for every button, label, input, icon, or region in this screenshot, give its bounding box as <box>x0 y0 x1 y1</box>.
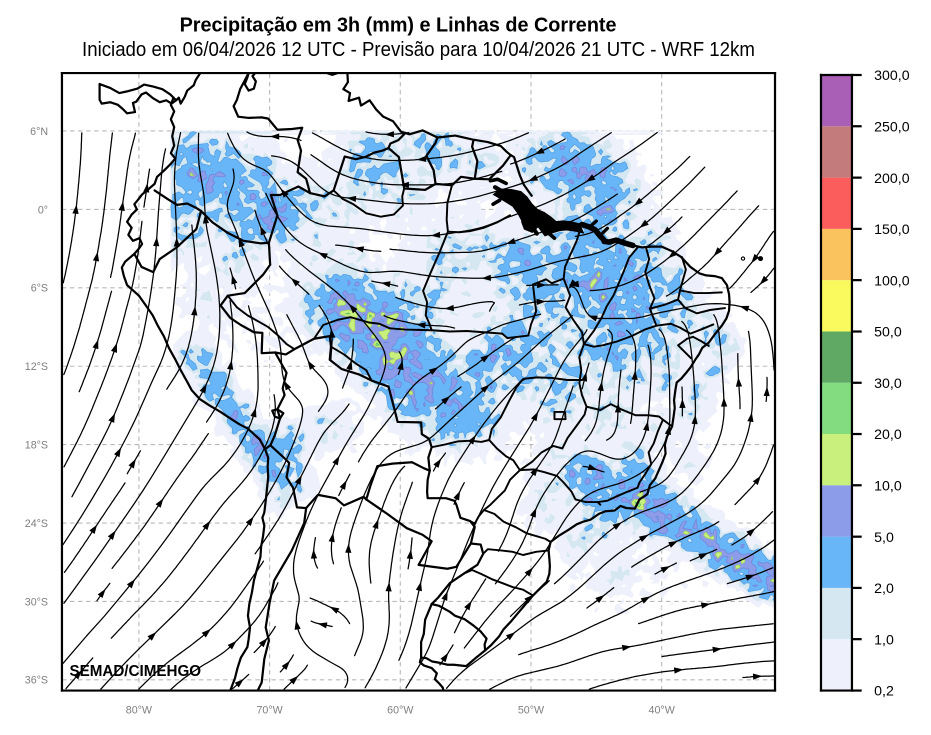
svg-text:300,0: 300,0 <box>874 68 910 84</box>
svg-text:20,0: 20,0 <box>874 427 902 443</box>
svg-text:36°S: 36°S <box>25 675 48 687</box>
svg-text:10,0: 10,0 <box>874 478 902 494</box>
svg-text:Precipitação em 3h (mm) e Linh: Precipitação em 3h (mm) e Linhas de Corr… <box>180 15 617 37</box>
svg-text:100,0: 100,0 <box>874 273 910 289</box>
svg-text:50°W: 50°W <box>518 704 545 716</box>
svg-text:2,0: 2,0 <box>874 581 894 597</box>
svg-text:60°W: 60°W <box>387 704 414 716</box>
svg-text:150,0: 150,0 <box>874 222 910 238</box>
svg-text:5,0: 5,0 <box>874 530 894 546</box>
svg-text:200,0: 200,0 <box>874 171 910 187</box>
svg-text:18°S: 18°S <box>25 439 48 451</box>
svg-text:6°N: 6°N <box>30 126 48 138</box>
svg-text:1,0: 1,0 <box>874 632 894 648</box>
svg-text:0,2: 0,2 <box>874 684 894 700</box>
svg-text:250,0: 250,0 <box>874 119 910 135</box>
svg-text:80°W: 80°W <box>126 704 153 716</box>
svg-text:SEMAD/CIMEHGO: SEMAD/CIMEHGO <box>69 663 201 680</box>
svg-text:30°S: 30°S <box>25 596 48 608</box>
svg-text:70°W: 70°W <box>256 704 283 716</box>
svg-text:40°W: 40°W <box>649 704 676 716</box>
svg-text:0°: 0° <box>38 204 48 216</box>
svg-text:6°S: 6°S <box>31 283 48 295</box>
svg-text:30,0: 30,0 <box>874 376 902 392</box>
svg-text:Iniciado em 06/04/2026 12 UTC: Iniciado em 06/04/2026 12 UTC - Previsão… <box>82 39 755 61</box>
svg-text:12°S: 12°S <box>25 361 48 373</box>
svg-text:50,0: 50,0 <box>874 325 902 341</box>
svg-text:24°S: 24°S <box>25 518 48 530</box>
